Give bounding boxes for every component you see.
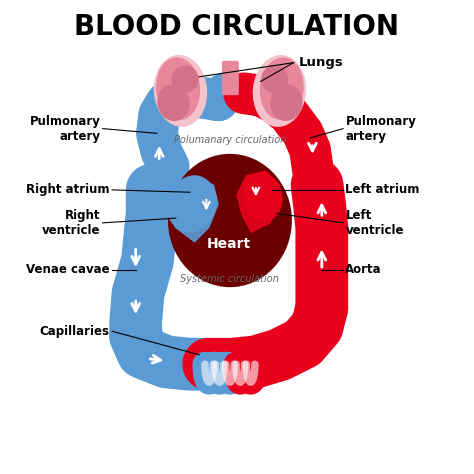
Ellipse shape xyxy=(172,66,198,92)
Polygon shape xyxy=(237,171,279,232)
Ellipse shape xyxy=(254,55,305,126)
Ellipse shape xyxy=(155,55,207,126)
Ellipse shape xyxy=(244,173,282,220)
Ellipse shape xyxy=(262,66,288,92)
Ellipse shape xyxy=(271,85,302,120)
Ellipse shape xyxy=(169,155,291,286)
Text: Aorta: Aorta xyxy=(346,264,382,276)
Ellipse shape xyxy=(168,176,216,232)
Ellipse shape xyxy=(158,85,189,120)
Text: Right
ventricle: Right ventricle xyxy=(42,209,100,237)
Ellipse shape xyxy=(261,58,303,119)
Text: Capillaries: Capillaries xyxy=(40,325,110,338)
Text: Left
ventricle: Left ventricle xyxy=(346,209,404,237)
Ellipse shape xyxy=(157,58,200,119)
Text: Systemic circulation: Systemic circulation xyxy=(181,274,279,284)
Text: Pulmonary
artery: Pulmonary artery xyxy=(346,115,416,143)
Text: Right atrium: Right atrium xyxy=(26,183,110,196)
Text: Left atrium: Left atrium xyxy=(346,183,420,196)
Text: Heart: Heart xyxy=(207,237,251,251)
Text: BLOOD CIRCULATION: BLOOD CIRCULATION xyxy=(74,13,400,41)
FancyBboxPatch shape xyxy=(222,61,239,95)
Text: Venae cavae: Venae cavae xyxy=(26,264,110,276)
Text: Lungs: Lungs xyxy=(298,56,343,69)
Polygon shape xyxy=(166,176,218,242)
Text: Polumanary circulation: Polumanary circulation xyxy=(174,136,286,146)
Text: Pulmonary
artery: Pulmonary artery xyxy=(29,115,100,143)
